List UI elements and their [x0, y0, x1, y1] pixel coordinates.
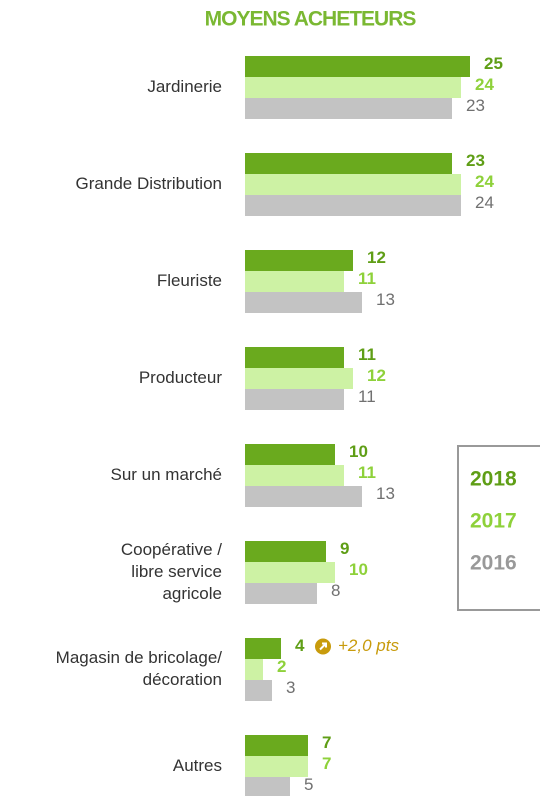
bar	[245, 444, 335, 465]
bar	[245, 77, 461, 98]
bar	[245, 659, 263, 680]
category-label: Sur un marché	[111, 465, 223, 484]
value-label: 25	[484, 54, 503, 73]
bar	[245, 292, 362, 313]
bar	[245, 583, 317, 604]
value-label: 3	[286, 678, 295, 697]
category-label: décoration	[143, 670, 222, 689]
bar	[245, 735, 308, 756]
value-label: 2	[277, 657, 286, 676]
category-label: libre service	[131, 562, 222, 581]
bar	[245, 486, 362, 507]
category-label: agricole	[162, 584, 222, 603]
value-label: 11	[358, 345, 376, 364]
bar	[245, 368, 353, 389]
category-label: Grande Distribution	[76, 174, 222, 193]
bar	[245, 153, 452, 174]
chart-title: MOYENS ACHETEURS	[205, 8, 417, 31]
value-label: 12	[367, 366, 386, 385]
value-label: 10	[349, 442, 368, 461]
legend-label: 2016	[470, 552, 517, 575]
value-label: 9	[340, 539, 349, 558]
bar	[245, 562, 335, 583]
annotation: +2,0 pts	[338, 636, 399, 655]
value-label: 24	[475, 172, 494, 191]
value-label: 13	[376, 290, 395, 309]
bar	[245, 541, 326, 562]
value-label: 11	[358, 387, 376, 406]
value-label: 24	[475, 75, 494, 94]
bar	[245, 347, 344, 368]
bar	[245, 174, 461, 195]
bar	[245, 98, 452, 119]
bar	[245, 389, 344, 410]
value-label: 13	[376, 484, 395, 503]
bar	[245, 680, 272, 701]
category-label: Jardinerie	[147, 77, 222, 96]
legend-label: 2017	[470, 510, 517, 533]
value-label: 23	[466, 151, 485, 170]
bar	[245, 756, 308, 777]
bar	[245, 271, 344, 292]
category-label: Coopérative /	[121, 540, 222, 559]
value-label: 5	[304, 775, 313, 794]
category-label: Fleuriste	[157, 271, 222, 290]
category-label: Magasin de bricolage/	[56, 648, 223, 667]
value-label: 24	[475, 193, 494, 212]
value-label: 23	[466, 96, 485, 115]
value-label: 7	[322, 754, 331, 773]
category-label: Producteur	[139, 368, 222, 387]
bar	[245, 250, 353, 271]
bar	[245, 638, 281, 659]
value-label: 7	[322, 733, 331, 752]
legend-label: 2018	[470, 468, 517, 491]
bar	[245, 56, 470, 77]
value-label: 10	[349, 560, 368, 579]
legend-box	[457, 445, 540, 611]
value-label: 12	[367, 248, 386, 267]
bar	[245, 465, 344, 486]
value-label: 4	[295, 636, 305, 655]
value-label: 11	[358, 463, 376, 482]
bar	[245, 195, 461, 216]
value-label: 8	[331, 581, 340, 600]
trend-arrow	[319, 642, 327, 651]
category-label: Autres	[173, 756, 222, 775]
value-label: 11	[358, 269, 376, 288]
bar	[245, 777, 290, 796]
